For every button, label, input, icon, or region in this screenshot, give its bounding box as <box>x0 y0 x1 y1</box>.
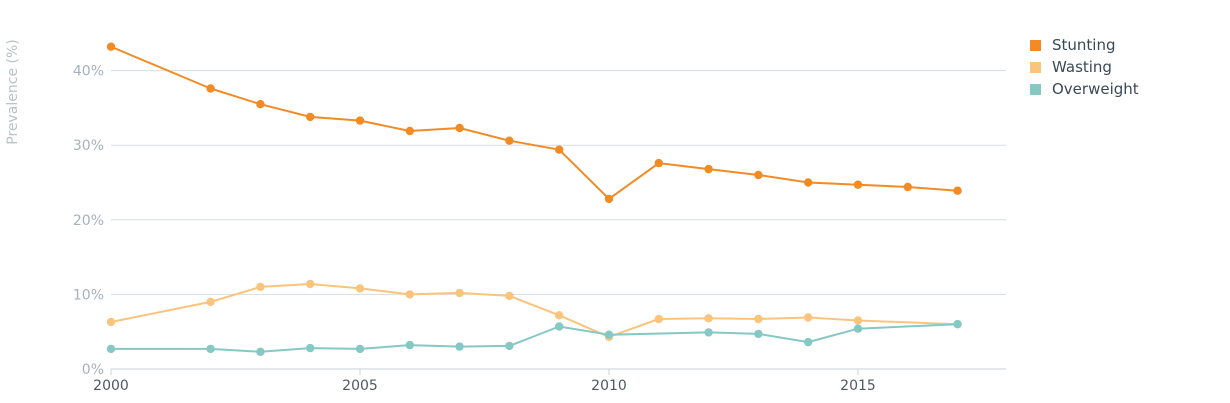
stunting-point[interactable] <box>206 84 215 93</box>
stunting-point[interactable] <box>405 126 414 136</box>
overweight-point[interactable] <box>306 343 315 353</box>
wasting-point[interactable] <box>555 311 564 320</box>
overweight-point[interactable] <box>555 322 564 331</box>
series-lines <box>106 42 962 356</box>
legend-label: Stunting <box>1052 36 1116 54</box>
overweight-point[interactable] <box>106 344 116 354</box>
overweight-point[interactable] <box>804 337 813 347</box>
wasting-point[interactable] <box>306 279 315 289</box>
wasting-point[interactable] <box>455 288 464 298</box>
wasting-point[interactable] <box>704 314 713 323</box>
wasting-point[interactable] <box>654 314 663 324</box>
overweight-point[interactable] <box>953 320 962 329</box>
wasting-line <box>110 283 958 338</box>
overweight-point[interactable] <box>405 340 414 350</box>
overweight-point[interactable] <box>604 330 614 339</box>
stunting-point[interactable] <box>355 116 365 125</box>
stunting-point[interactable] <box>903 182 912 192</box>
x-tick-label: 2015 <box>840 378 876 394</box>
y-tick-label: 30% <box>73 138 104 154</box>
legend-item-wasting[interactable]: Wasting <box>1030 56 1139 78</box>
overweight-point[interactable] <box>256 347 265 356</box>
y-tick-label: 20% <box>73 213 104 229</box>
wasting-point[interactable] <box>256 282 265 292</box>
y-tick-label: 0% <box>82 362 104 378</box>
stunting-point[interactable] <box>853 180 863 189</box>
stunting-point[interactable] <box>106 42 116 51</box>
stunting-point[interactable] <box>704 164 713 174</box>
stunting-point[interactable] <box>455 123 464 133</box>
overweight-point[interactable] <box>455 342 464 351</box>
overweight-line <box>111 323 958 353</box>
wasting-point[interactable] <box>106 317 116 327</box>
y-axis-label: Prevalence (%) <box>5 39 21 145</box>
overweight-point[interactable] <box>505 341 514 351</box>
wasting-swatch <box>1030 61 1041 73</box>
stunting-point[interactable] <box>754 170 763 180</box>
legend-label: Wasting <box>1052 58 1112 76</box>
y-tick-label: 10% <box>73 287 104 303</box>
wasting-point[interactable] <box>355 284 365 293</box>
wasting-point[interactable] <box>505 291 514 301</box>
stunting-point[interactable] <box>804 178 813 187</box>
stunting-point[interactable] <box>953 186 962 195</box>
overweight-point[interactable] <box>206 344 215 354</box>
overweight-swatch <box>1030 83 1041 95</box>
stunting-point[interactable] <box>256 100 265 109</box>
stunting-point[interactable] <box>505 136 514 145</box>
line-chart: 0% 10% 20% 30% 40% 2000 2005 2010 2015 Prevalenc… <box>5 39 1006 394</box>
wasting-point[interactable] <box>206 297 215 307</box>
legend-item-stunting[interactable]: Stunting <box>1030 34 1139 56</box>
wasting-point[interactable] <box>853 316 863 325</box>
legend-label: Overweight <box>1052 80 1139 98</box>
stunting-point[interactable] <box>555 145 564 154</box>
stunting-point[interactable] <box>604 194 614 204</box>
stunting-point[interactable] <box>306 112 315 122</box>
grid-lines <box>111 70 1006 295</box>
overweight-point[interactable] <box>355 344 365 354</box>
x-tick-label: 2005 <box>342 378 378 394</box>
overweight-point[interactable] <box>853 324 863 333</box>
wasting-point[interactable] <box>754 314 763 324</box>
y-tick-label: 40% <box>73 64 104 80</box>
x-tick-label: 2010 <box>591 378 627 394</box>
legend-item-overweight[interactable]: Overweight <box>1030 78 1139 100</box>
stunting-point[interactable] <box>654 158 663 168</box>
overweight-point[interactable] <box>754 329 763 339</box>
x-tick-label: 2000 <box>93 378 129 394</box>
legend: Stunting Wasting Overweight <box>1030 34 1139 100</box>
wasting-point[interactable] <box>804 313 813 322</box>
stunting-swatch <box>1030 39 1041 51</box>
axes: 0% 10% 20% 30% 40% 2000 2005 2010 2015 <box>73 64 1006 394</box>
wasting-point[interactable] <box>405 290 414 299</box>
stunting-line <box>110 45 958 200</box>
overweight-point[interactable] <box>704 328 713 337</box>
